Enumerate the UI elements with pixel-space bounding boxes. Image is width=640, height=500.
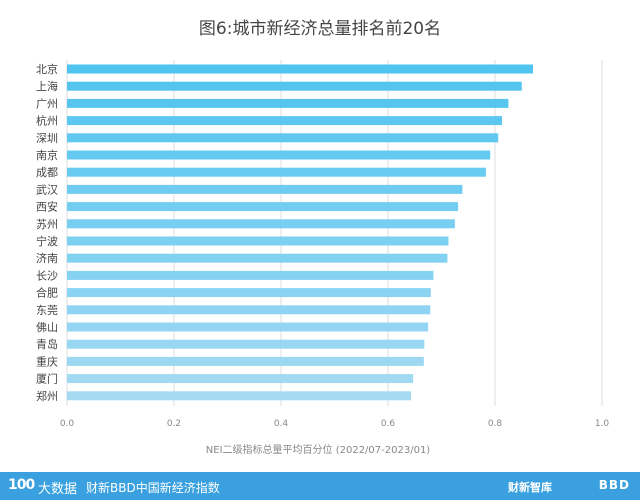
x-axis-label: NEI二级指标总量平均百分位 (2022/07-2023/01) <box>206 443 431 456</box>
x-tick-label: 0.6 <box>381 419 396 429</box>
bbd-logo: BBD <box>598 478 630 492</box>
category-label: 佛山 <box>36 321 58 334</box>
category-label: 长沙 <box>36 269 58 282</box>
category-label: 济南 <box>36 251 58 265</box>
bar-0 <box>67 64 533 74</box>
x-tick-label: 1.0 <box>595 419 610 429</box>
caixin-think-tank-logo: 财新智库 <box>508 481 552 494</box>
category-label: 深圳 <box>36 132 58 145</box>
bar-15 <box>67 322 429 332</box>
bar-1 <box>67 81 522 91</box>
x-tick-labels: 0.0 0.2 0.4 0.6 0.8 1.0 <box>60 419 610 429</box>
category-label: 东莞 <box>36 304 58 317</box>
category-label: 北京 <box>36 62 58 76</box>
bar-16 <box>67 339 425 349</box>
category-label: 郑州 <box>36 389 58 403</box>
x-tick-label: 0.8 <box>488 419 503 429</box>
bar-12 <box>67 270 434 280</box>
category-label: 成都 <box>36 166 58 179</box>
bar-19 <box>67 391 412 401</box>
category-label: 合肥 <box>36 286 58 300</box>
category-label: 上海 <box>36 79 58 93</box>
brand-name: 大数据 <box>38 482 78 497</box>
category-label: 厦门 <box>36 372 58 386</box>
category-label: 青岛 <box>36 337 58 351</box>
bar-14 <box>67 305 431 315</box>
bar-10 <box>67 236 449 246</box>
bar-6 <box>67 167 486 177</box>
category-label: 西安 <box>36 200 58 214</box>
x-tick-label: 0.0 <box>60 419 75 429</box>
bar-9 <box>67 219 455 229</box>
category-label: 杭州 <box>36 114 58 128</box>
category-label: 广州 <box>36 97 58 110</box>
category-label: 南京 <box>36 148 58 162</box>
x-tick-label: 0.4 <box>274 419 289 429</box>
bar-2 <box>67 98 509 108</box>
category-label: 武汉 <box>36 183 58 196</box>
x-tick-label: 0.2 <box>167 419 181 429</box>
footer-bar: 100 大数据 财新BBD中国新经济指数 财新智库 BBD <box>0 472 640 500</box>
bar-chart: 北京上海广州杭州深圳南京成都武汉西安苏州宁波济南长沙合肥东莞佛山青岛重庆厦门郑州… <box>36 60 610 456</box>
bars <box>67 64 533 401</box>
category-label: 重庆 <box>36 354 58 368</box>
bar-11 <box>67 253 448 263</box>
bar-13 <box>67 288 431 298</box>
chart-title: 图6:城市新经济总量排名前20名 <box>198 19 442 39</box>
bar-18 <box>67 374 414 384</box>
bar-4 <box>67 133 499 143</box>
bar-7 <box>67 184 463 194</box>
bar-3 <box>67 116 502 126</box>
bar-5 <box>67 150 491 160</box>
bar-17 <box>67 356 424 366</box>
bar-8 <box>67 202 459 212</box>
grid-lines <box>66 60 603 406</box>
category-label: 苏州 <box>36 218 58 231</box>
source-text: 财新BBD中国新经济指数 <box>86 481 220 495</box>
category-label: 宁波 <box>36 234 58 248</box>
brand-logo: 100 <box>8 477 35 493</box>
